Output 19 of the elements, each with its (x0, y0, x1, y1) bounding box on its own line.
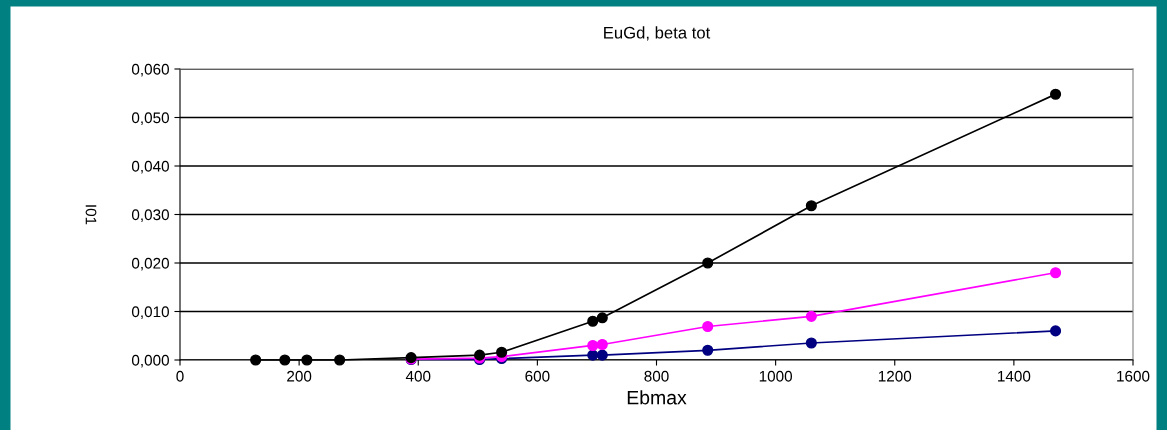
x-tick-label: 1600 (1117, 370, 1150, 382)
y-tick-label: 0,060 (131, 63, 169, 77)
y-tick-label: 0,030 (131, 209, 169, 222)
x-tick-label: 400 (405, 370, 431, 382)
x-tick-label: 1200 (878, 370, 912, 382)
x-tick-label: 0 (176, 370, 184, 382)
y-tick-label: 0,040 (131, 160, 169, 174)
x-tick-label: 200 (287, 370, 312, 382)
y-tick-label: 0,000 (131, 354, 169, 368)
x-tick-label: 1000 (759, 370, 793, 382)
y-tick-label: 0,050 (131, 112, 169, 125)
y-tick-label: 0,020 (131, 257, 169, 271)
chart-title: EuGd, beta tot (604, 26, 711, 41)
x-axis-title: Ebmax (627, 390, 687, 405)
y-axis-title: I01 (85, 205, 97, 225)
y-tick-label: 0,010 (131, 306, 169, 319)
x-tick-label: 800 (644, 370, 669, 382)
x-tick-label: 1400 (998, 370, 1031, 382)
x-tick-label: 600 (525, 370, 550, 382)
